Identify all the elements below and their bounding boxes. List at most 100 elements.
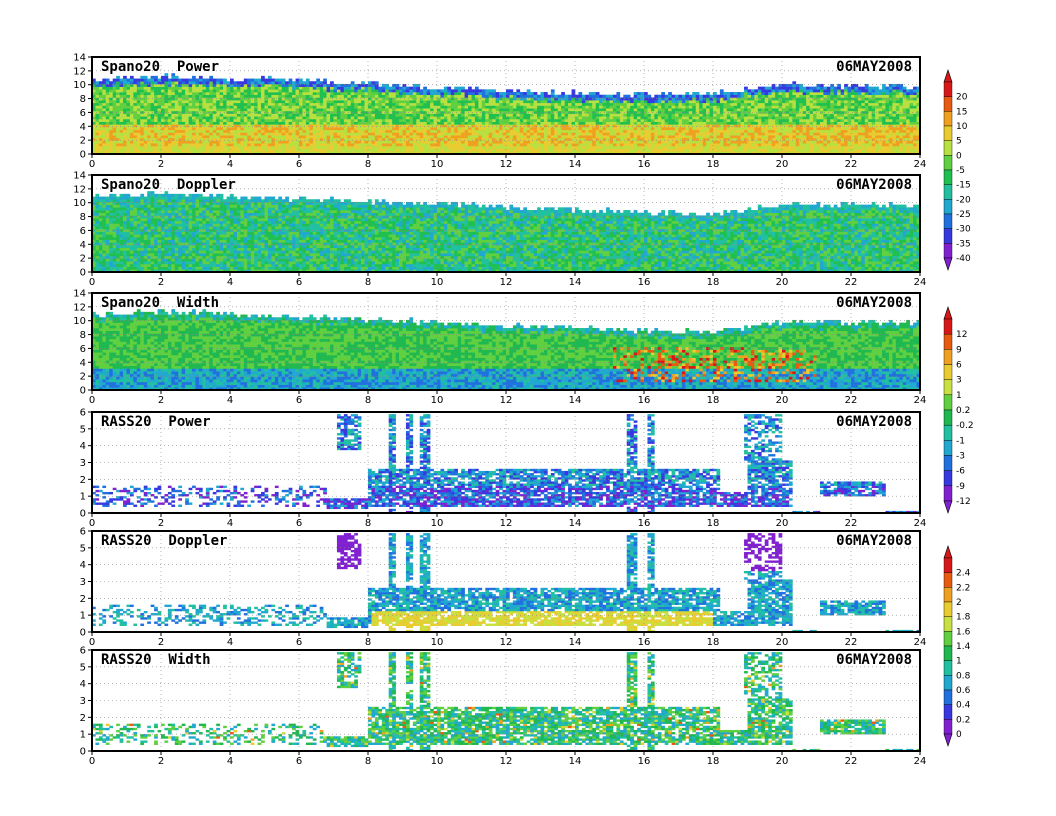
heatmap-cell bbox=[765, 141, 769, 144]
heatmap-cell bbox=[482, 116, 486, 119]
heatmap-cell bbox=[444, 89, 448, 92]
heatmap-cell bbox=[209, 76, 213, 79]
heatmap-cell bbox=[689, 127, 693, 130]
heatmap-cell bbox=[703, 100, 707, 103]
heatmap-cell bbox=[654, 124, 658, 127]
heatmap-cell bbox=[558, 100, 562, 103]
heatmap-cell bbox=[209, 135, 213, 138]
heatmap-cell bbox=[730, 149, 734, 152]
heatmap-cell bbox=[420, 149, 424, 152]
heatmap-cell bbox=[392, 84, 396, 87]
heatmap-cell bbox=[151, 106, 155, 109]
heatmap-cell bbox=[613, 95, 617, 98]
heatmap-cell bbox=[327, 108, 331, 111]
heatmap-cell bbox=[654, 146, 658, 149]
heatmap-cell bbox=[682, 114, 686, 117]
heatmap-cell bbox=[634, 106, 638, 109]
heatmap-cell bbox=[206, 124, 210, 127]
heatmap-cell bbox=[565, 122, 569, 125]
heatmap-cell bbox=[499, 116, 503, 119]
heatmap-cell bbox=[644, 141, 648, 144]
heatmap-cell bbox=[347, 108, 351, 111]
heatmap-cell bbox=[175, 127, 179, 130]
heatmap-cell bbox=[658, 108, 662, 111]
heatmap-cell bbox=[610, 106, 614, 109]
heatmap-cell bbox=[451, 146, 455, 149]
heatmap-cell bbox=[585, 127, 589, 130]
heatmap-cell bbox=[585, 114, 589, 117]
heatmap-cell bbox=[361, 143, 365, 146]
heatmap-cell bbox=[251, 79, 255, 82]
heatmap-cell bbox=[696, 92, 700, 95]
heatmap-cell bbox=[216, 79, 220, 82]
heatmap-cell bbox=[654, 135, 658, 138]
heatmap-cell bbox=[292, 89, 296, 92]
heatmap-cell bbox=[299, 81, 303, 84]
heatmap-cell bbox=[247, 106, 251, 109]
heatmap-cell bbox=[544, 116, 548, 119]
heatmap-cell bbox=[230, 81, 234, 84]
heatmap-cell bbox=[323, 119, 327, 122]
heatmap-cell bbox=[672, 95, 676, 98]
heatmap-cell bbox=[192, 92, 196, 95]
heatmap-cell bbox=[137, 114, 141, 117]
heatmap-cell bbox=[716, 124, 720, 127]
heatmap-cell bbox=[716, 130, 720, 133]
heatmap-cell bbox=[199, 141, 203, 144]
heatmap-cell bbox=[199, 92, 203, 95]
heatmap-cell bbox=[482, 122, 486, 125]
heatmap-cell bbox=[730, 106, 734, 109]
heatmap-cell bbox=[109, 135, 113, 138]
heatmap-cell bbox=[144, 114, 148, 117]
heatmap-cell bbox=[454, 95, 458, 98]
heatmap-cell bbox=[116, 95, 120, 98]
heatmap-cell bbox=[585, 95, 589, 98]
heatmap-cell bbox=[675, 149, 679, 152]
heatmap-cell bbox=[475, 130, 479, 133]
heatmap-cell bbox=[209, 149, 213, 152]
heatmap-cell bbox=[116, 81, 120, 84]
heatmap-cell bbox=[561, 146, 565, 149]
heatmap-cell bbox=[192, 106, 196, 109]
heatmap-cell bbox=[496, 127, 500, 130]
heatmap-cell bbox=[351, 119, 355, 122]
heatmap-cell bbox=[692, 119, 696, 122]
heatmap-cell bbox=[216, 87, 220, 90]
heatmap-cell bbox=[316, 103, 320, 106]
heatmap-cell bbox=[161, 146, 165, 149]
heatmap-cell bbox=[554, 146, 558, 149]
heatmap-cell bbox=[334, 127, 338, 130]
heatmap-cell bbox=[413, 122, 417, 125]
heatmap-cell bbox=[534, 146, 538, 149]
heatmap-cell bbox=[123, 114, 127, 117]
heatmap-cell bbox=[427, 89, 431, 92]
heatmap-cell bbox=[551, 141, 555, 144]
heatmap-cell bbox=[444, 116, 448, 119]
heatmap-cell bbox=[168, 92, 172, 95]
heatmap-cell bbox=[699, 111, 703, 114]
heatmap-cell bbox=[741, 92, 745, 95]
heatmap-cell bbox=[541, 149, 545, 152]
heatmap-cell bbox=[758, 132, 762, 135]
heatmap-cell bbox=[151, 114, 155, 117]
heatmap-cell bbox=[299, 143, 303, 146]
heatmap-cell bbox=[482, 103, 486, 106]
heatmap-cell bbox=[375, 141, 379, 144]
heatmap-cell bbox=[765, 119, 769, 122]
heatmap-cell bbox=[465, 132, 469, 135]
heatmap-cell bbox=[351, 97, 355, 100]
heatmap-cell bbox=[603, 97, 607, 100]
heatmap-cell bbox=[344, 116, 348, 119]
heatmap-cell bbox=[130, 149, 134, 152]
heatmap-cell bbox=[768, 146, 772, 149]
heatmap-cell bbox=[109, 87, 113, 90]
heatmap-cell bbox=[137, 108, 141, 111]
heatmap-cell bbox=[699, 135, 703, 138]
heatmap-cell bbox=[613, 114, 617, 117]
heatmap-cell bbox=[285, 146, 289, 149]
heatmap-cell bbox=[209, 92, 213, 95]
heatmap-cell bbox=[710, 141, 714, 144]
heatmap-cell bbox=[613, 141, 617, 144]
heatmap-cell bbox=[485, 95, 489, 98]
heatmap-cell bbox=[730, 122, 734, 125]
